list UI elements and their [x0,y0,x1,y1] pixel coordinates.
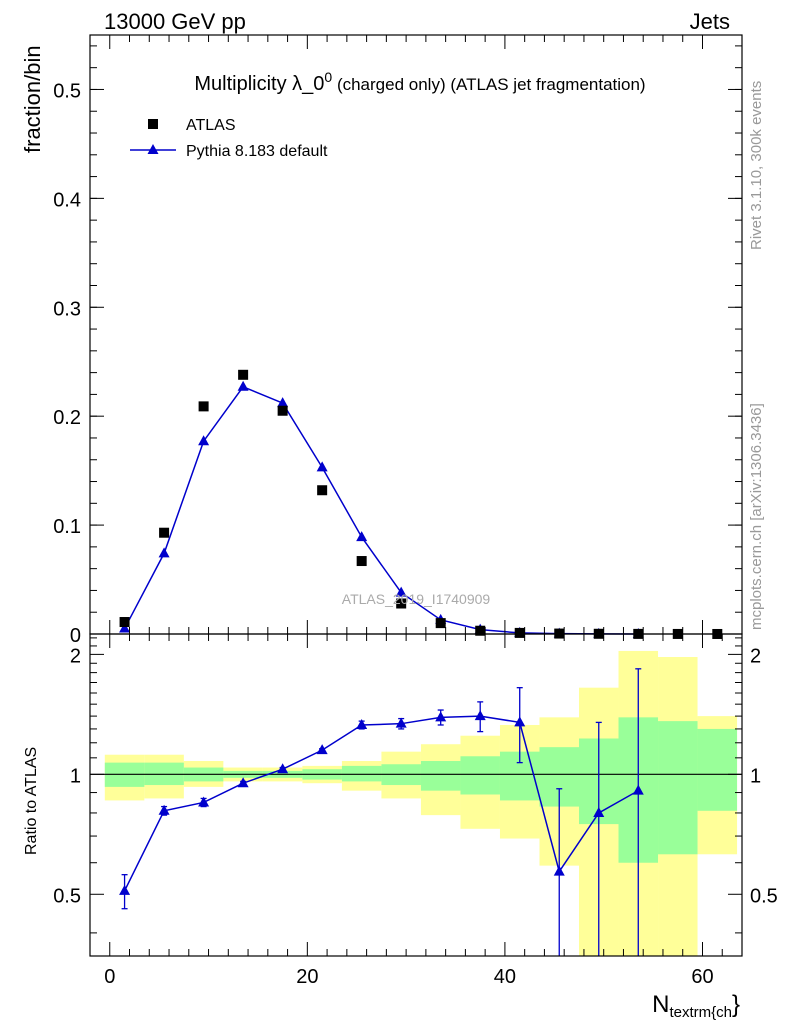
atlas-point [396,598,407,609]
ratio-point [119,884,131,895]
mc-point [158,547,170,558]
ratio-point [474,710,486,721]
stat-band-inner [658,721,698,855]
atlas-point [238,369,249,380]
x-axis-label: Ntextrm{ch} [652,991,740,1021]
stat-band-inner [697,728,738,811]
ratio-ytick-label-right: 0.5 [750,885,778,907]
ratio-line [123,715,639,892]
mc-point [316,461,328,472]
ratio-ytick-label-right: 2 [750,645,761,667]
x-tick-label: 0 [104,966,115,988]
ratio-point [514,716,526,727]
x-tick-label: 60 [691,966,713,988]
ratio-panel: 0.5 0.51 12 20 20 40 60 Ratio to ATLAS Ntextrm… [23,633,778,1021]
legend-atlas-marker [148,119,158,129]
ratio-point [198,796,210,807]
stat-band-inner [460,756,500,795]
mc-point [119,622,131,633]
ratio-point [395,717,407,728]
main-ytick-label: 0 [70,625,81,647]
mc-point [395,586,407,597]
main-ylabel: fraction/bin [20,45,45,153]
ratio-point [632,784,644,795]
mc-point [237,380,249,391]
atlas-point [435,618,446,629]
atlas-point [514,627,525,638]
main-ytick-label: 0.5 [53,80,81,102]
main-ytick-label: 0.1 [53,516,81,538]
legend-mc-marker [147,144,159,154]
ratio-point [553,865,565,876]
x-tick-label: 20 [296,966,318,988]
rivet-label: Rivet 3.1.10, 300k events [748,81,765,250]
atlas-point [475,625,486,636]
stat-band-inner [420,761,461,791]
mc-point [277,397,289,408]
atlas-point [119,617,130,628]
atlas-point [356,556,367,567]
ratio-point [593,806,605,817]
ratio-ytick-label-right: 1 [750,765,761,787]
main-ytick-label: 0.4 [53,189,81,211]
ratio-point [435,711,447,722]
legend: ATLAS Pythia 8.183 default [130,117,328,160]
atlas-point [159,527,170,538]
mcplots-label: mcplots.cern.ch [arXiv:1306.3436] [748,403,765,630]
main-title: Multiplicity λ_00 (charged only) (ATLAS … [194,69,645,95]
atlas-point [198,401,209,412]
ratio-point [237,777,249,788]
atlas-point [277,405,288,416]
ratio-point [316,744,328,755]
main-ytick-label: 0.2 [53,407,81,429]
watermark: ATLAS_2019_I1740909 [342,591,491,607]
ratio-ytick-label: 0.5 [53,885,81,907]
header-left: 13000 GeV pp [104,9,246,34]
mc-point [356,531,368,542]
main-ytick-label: 0.3 [53,298,81,320]
ratio-point [277,763,289,774]
header-right: Jets [690,9,730,34]
legend-mc-label: Pythia 8.183 default [186,143,328,160]
x-tick-label: 40 [494,966,516,988]
mc-point [198,435,210,446]
ratio-point [356,718,368,729]
stat-band-inner [341,765,382,782]
ratio-ylabel: Ratio to ATLAS [23,747,40,855]
ratio-ytick-label: 2 [70,645,81,667]
ratio-point [158,804,170,815]
ratio-ytick-label: 1 [70,765,81,787]
ratio-frame [89,633,743,957]
legend-atlas-label: ATLAS [186,117,236,134]
atlas-point [317,485,328,496]
